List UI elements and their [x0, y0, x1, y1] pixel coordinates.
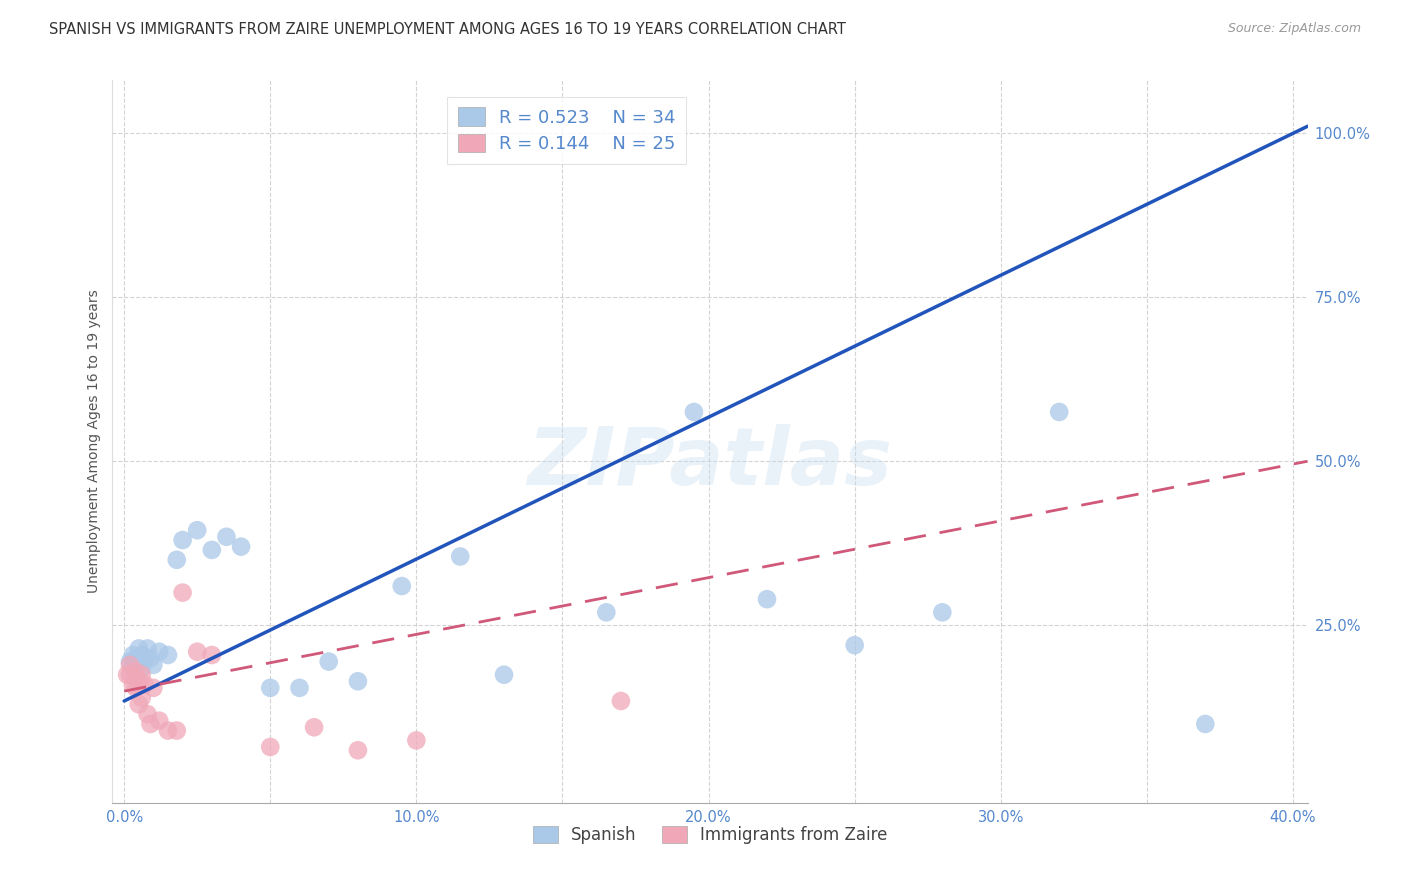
Point: [166, 553, 188, 567]
Point: [136, 707, 159, 722]
Point: [492, 667, 515, 681]
Point: [610, 694, 633, 708]
Point: [131, 661, 153, 675]
Point: [131, 690, 153, 705]
Point: [118, 657, 141, 672]
Text: SPANISH VS IMMIGRANTS FROM ZAIRE UNEMPLOYMENT AMONG AGES 16 TO 19 YEARS CORRELAT: SPANISH VS IMMIGRANTS FROM ZAIRE UNEMPLO…: [49, 22, 846, 37]
Point: [148, 645, 170, 659]
Point: [122, 648, 145, 662]
Point: [139, 651, 162, 665]
Point: [186, 523, 208, 537]
Point: [142, 657, 165, 672]
Point: [148, 714, 170, 728]
Point: [186, 645, 208, 659]
Point: [201, 542, 224, 557]
Point: [128, 641, 150, 656]
Point: [931, 605, 953, 619]
Point: [172, 533, 194, 547]
Point: [229, 540, 252, 554]
Point: [347, 674, 370, 689]
Point: [302, 720, 325, 734]
Point: [128, 655, 150, 669]
Text: Source: ZipAtlas.com: Source: ZipAtlas.com: [1227, 22, 1361, 36]
Point: [156, 648, 179, 662]
Point: [142, 681, 165, 695]
Point: [134, 651, 156, 665]
Point: [259, 681, 281, 695]
Legend: Spanish, Immigrants from Zaire: Spanish, Immigrants from Zaire: [524, 817, 896, 852]
Text: ZIPatlas: ZIPatlas: [527, 425, 893, 502]
Point: [166, 723, 188, 738]
Point: [118, 667, 141, 681]
Point: [122, 661, 145, 675]
Point: [122, 677, 145, 691]
Point: [449, 549, 471, 564]
Point: [156, 723, 179, 738]
Point: [125, 681, 148, 695]
Point: [405, 733, 427, 747]
Point: [115, 667, 138, 681]
Point: [118, 655, 141, 669]
Point: [128, 698, 150, 712]
Point: [134, 677, 156, 691]
Point: [683, 405, 706, 419]
Point: [172, 585, 194, 599]
Point: [288, 681, 311, 695]
Point: [1194, 717, 1216, 731]
Point: [1047, 405, 1070, 419]
Point: [128, 674, 150, 689]
Point: [595, 605, 617, 619]
Point: [201, 648, 224, 662]
Point: [125, 651, 148, 665]
Point: [347, 743, 370, 757]
Point: [844, 638, 866, 652]
Point: [259, 739, 281, 754]
Y-axis label: Unemployment Among Ages 16 to 19 years: Unemployment Among Ages 16 to 19 years: [87, 290, 101, 593]
Point: [391, 579, 413, 593]
Point: [756, 592, 779, 607]
Point: [139, 717, 162, 731]
Point: [131, 667, 153, 681]
Point: [125, 665, 148, 679]
Point: [318, 655, 340, 669]
Point: [136, 641, 159, 656]
Point: [215, 530, 238, 544]
Point: [131, 648, 153, 662]
